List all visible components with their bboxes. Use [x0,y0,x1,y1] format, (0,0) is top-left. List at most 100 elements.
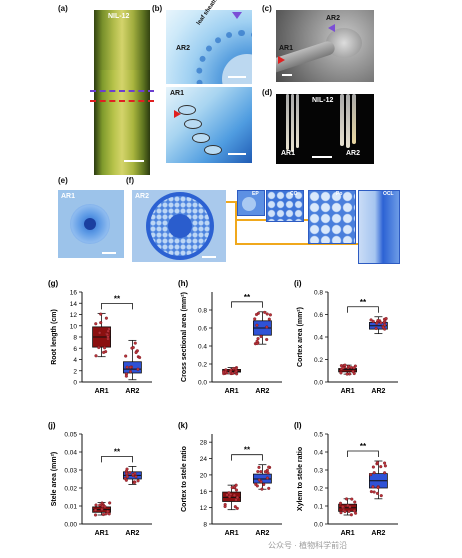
data-point [339,364,343,368]
panel-label-e: (e) [58,176,68,185]
data-point [256,469,260,474]
y-axis-label: Root length (cm) [51,309,58,365]
data-point [134,350,138,355]
data-point [107,512,111,516]
inset-po-label: Po [336,191,343,197]
y-axis-label: Cross sectional area (mm²) [181,292,188,382]
data-point [125,365,129,369]
data-point [369,318,373,322]
significance-label: ** [114,447,121,456]
data-point [262,482,266,487]
panel-label-h: (h) [178,279,189,288]
data-point [255,484,259,488]
y-tick-label: 20 [200,472,208,479]
y-tick-label: 16 [70,290,78,297]
box-ar1 [222,491,241,502]
y-tick-label: 0.2 [198,362,207,369]
panel-d-image [276,94,374,164]
data-point [128,370,133,374]
data-point [230,486,234,490]
data-point [93,508,98,512]
data-point [106,509,110,513]
watermark: 公众号 · 植物科学前沿 [268,541,348,550]
data-point [259,334,263,339]
data-point [341,505,345,509]
y-tick-label: 0.6 [198,326,207,333]
chart-g: (g) 0 2 4 6 8 10 12 14 16 Root length (cm) AR1 AR2 ** [48,279,152,395]
data-point [354,511,358,515]
y-tick-label: 0 [73,380,77,387]
y-tick-label: 0.0 [314,380,323,387]
significance-bracket [347,450,379,457]
data-point [124,478,128,482]
data-point [383,461,387,465]
data-point [108,501,112,505]
panel-c-ar2: AR2 [326,15,341,22]
y-tick-label: 2 [73,368,77,375]
data-point [343,509,347,514]
panel-label-a: (a) [58,4,68,13]
purple-arrowhead-c [328,24,335,32]
data-point [133,480,137,484]
category-label: AR2 [125,388,139,395]
y-tick-label: 8 [203,522,207,529]
panel-label-j: (j) [48,421,56,430]
data-point [343,363,347,367]
y-tick-label: 14 [70,301,78,308]
data-point [134,475,138,479]
panel-e-tag: AR1 [61,193,76,200]
data-point [260,487,264,491]
significance-bracket [101,456,133,463]
panel-label-i: (i) [294,279,302,288]
data-point [379,494,383,498]
red-dashed-line [90,100,154,102]
data-point [125,471,129,475]
y-tick-label: 0.05 [64,432,77,439]
data-point [350,497,354,501]
data-point [374,326,378,331]
data-point [375,321,379,325]
y-tick-label: 28 [200,440,208,447]
inset-co-label: CO [290,191,298,197]
data-point [136,367,140,371]
data-point [228,495,232,499]
data-point [375,491,380,495]
data-point [100,507,104,511]
y-tick-label: 0.01 [64,504,77,511]
data-point [349,365,353,370]
significance-label: ** [244,293,251,302]
data-point [99,321,103,325]
data-point [347,372,352,376]
data-point [99,312,103,316]
data-point [235,506,239,510]
panel-a-title: NIL-12 [108,13,130,20]
category-label: AR2 [371,388,385,395]
data-point [228,370,233,374]
significance-bracket [347,306,379,313]
significance-bracket [231,301,263,308]
y-tick-label: 0.4 [314,450,323,457]
data-point [339,511,343,515]
chart-i: (i) 0.0 0.2 0.4 0.6 0.8 Cortex area (mm²) AR1 AR… [294,279,398,395]
panel-label-d: (d) [262,88,273,97]
data-point [379,465,383,469]
y-tick-label: 0.4 [314,335,323,342]
panel-d-title: NIL-12 [312,97,334,104]
data-point [383,471,387,475]
data-point [227,491,231,495]
category-label: AR1 [95,388,109,395]
chart-j: (j) 0.00 0.01 0.02 0.03 0.04 0.05 Stele area (m… [48,421,152,537]
data-point [253,317,257,321]
data-point [256,337,260,341]
y-axis-label: Cortex area (mm²) [297,307,304,367]
category-label: AR1 [95,530,109,537]
category-label: AR1 [341,388,355,395]
data-point [128,365,133,369]
data-point [101,512,105,517]
panel-b-image-top [166,10,252,84]
y-tick-label: 0.00 [64,522,77,529]
data-point [345,497,349,501]
data-point [263,310,267,314]
y-tick-label: 0.02 [64,486,77,493]
data-point [371,485,375,489]
